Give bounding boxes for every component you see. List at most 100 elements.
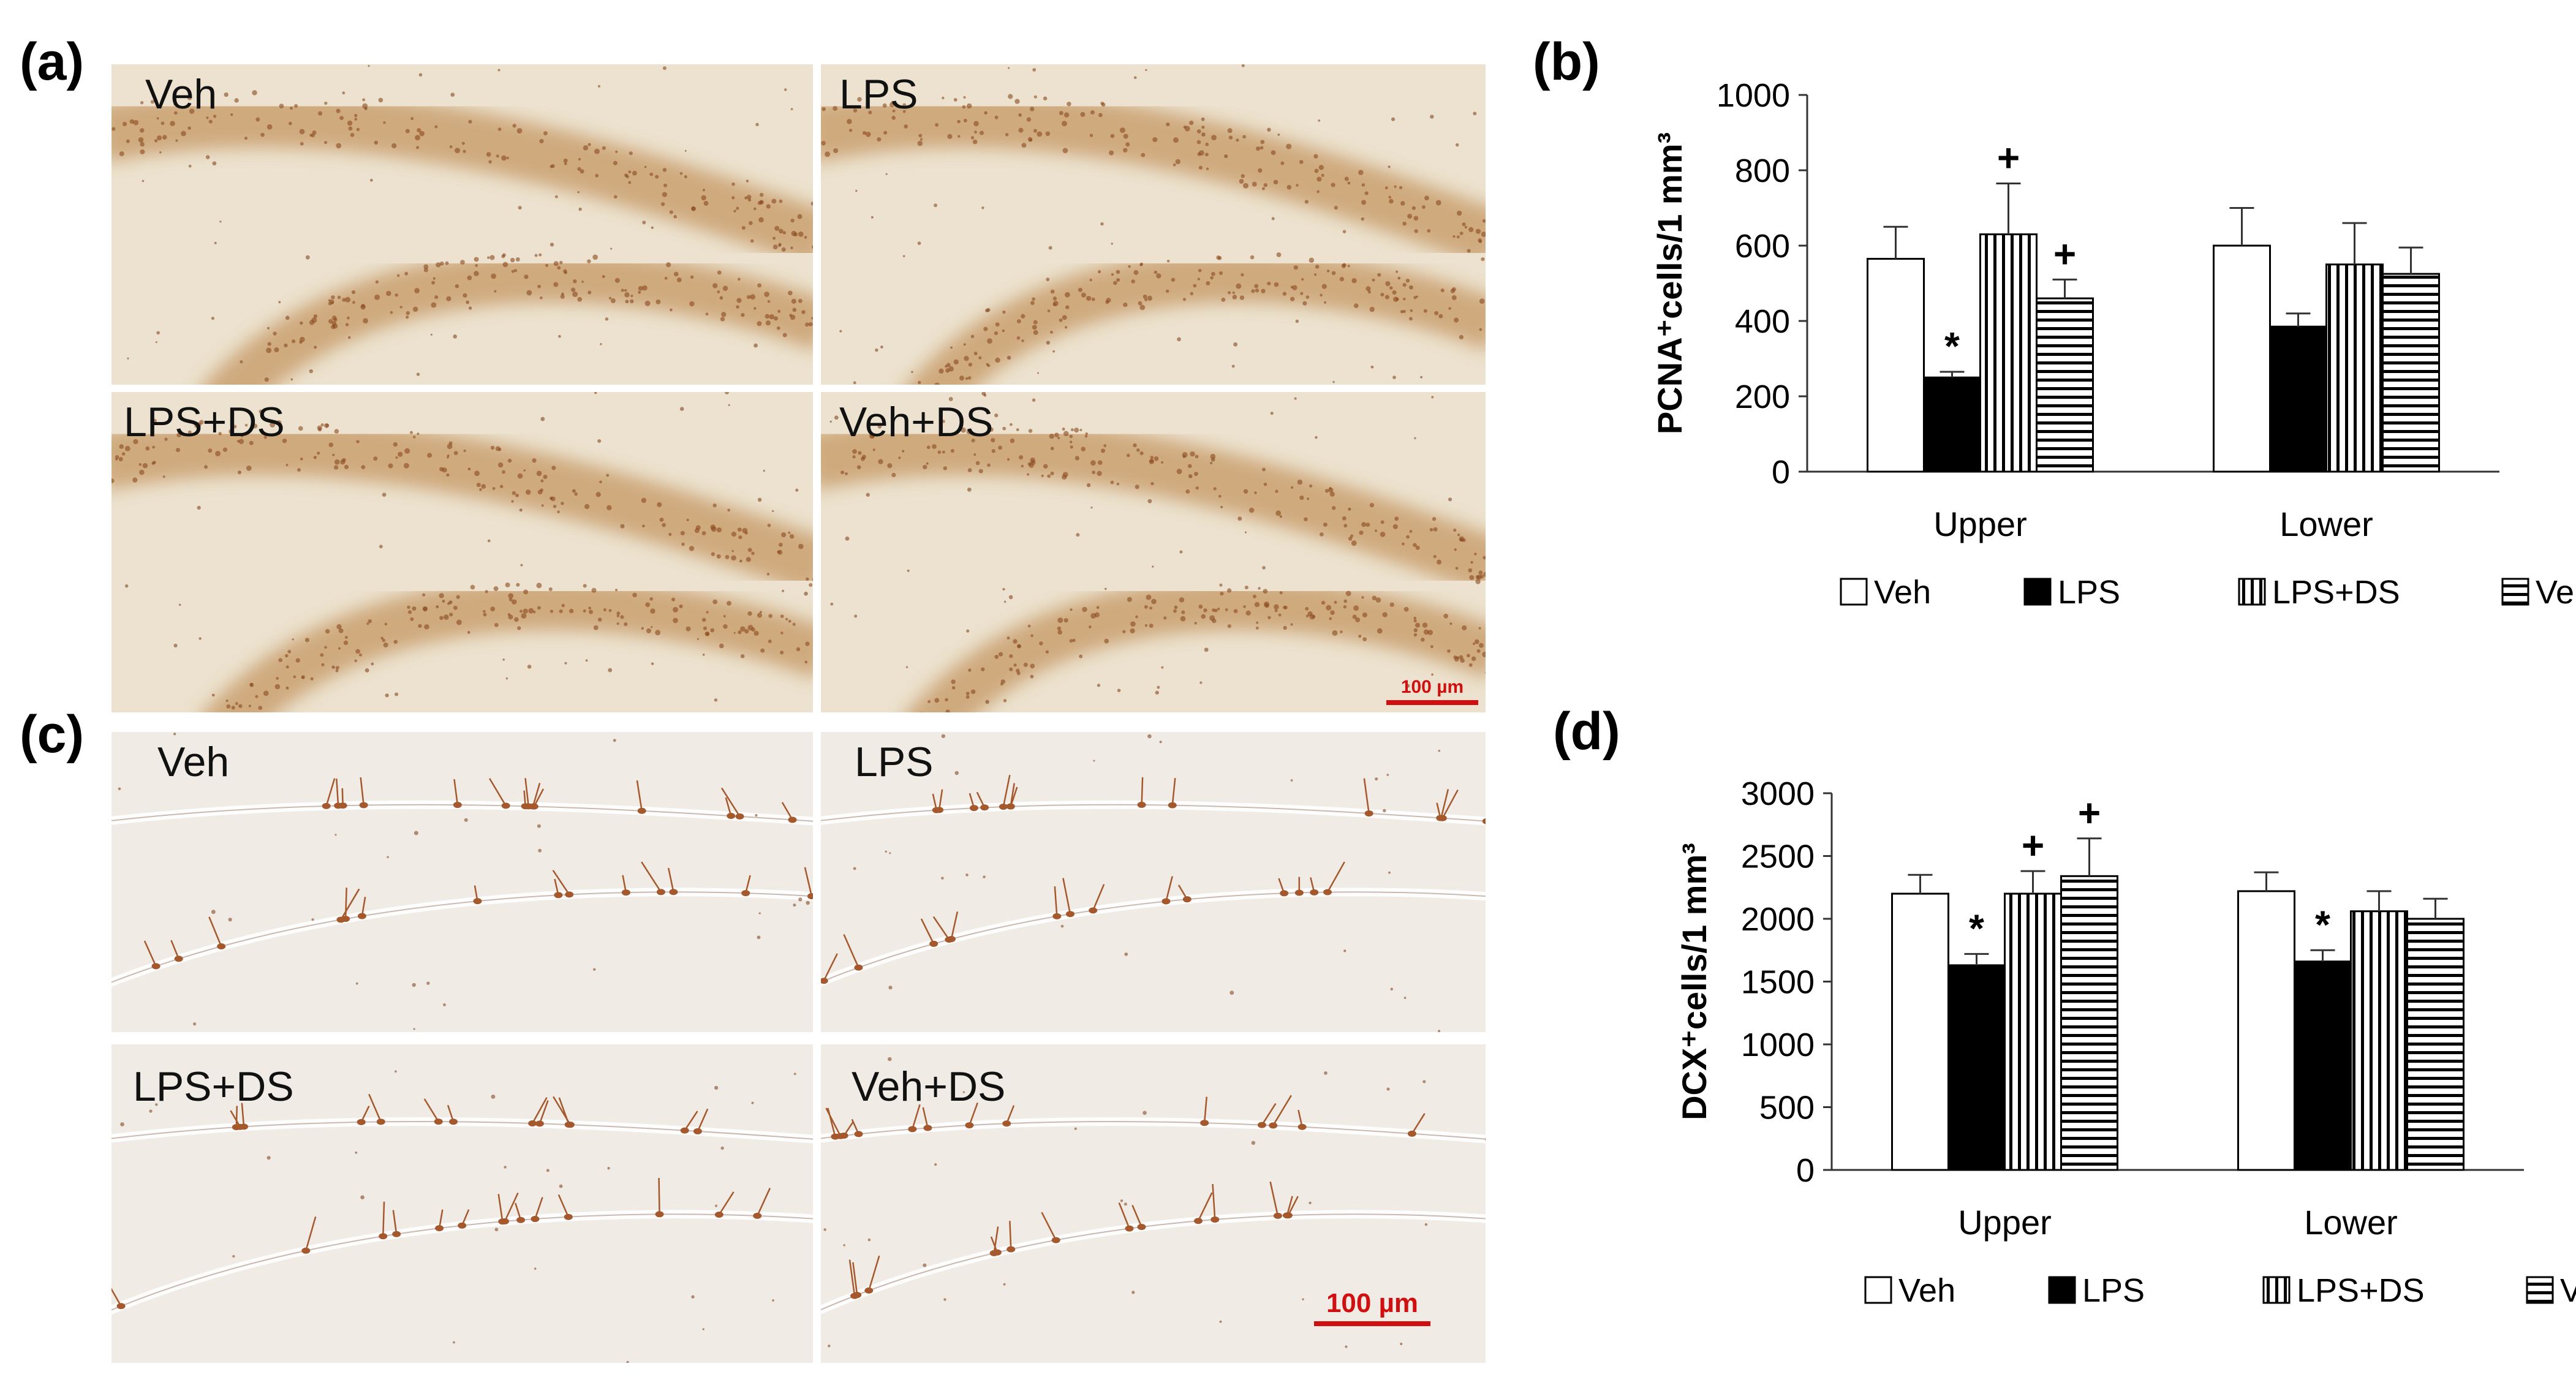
stained-cell — [356, 440, 360, 443]
y-axis-label: DCX⁺cells/1 mm³ — [1675, 843, 1713, 1120]
stained-cell — [1062, 472, 1068, 478]
stained-cell — [132, 477, 138, 483]
stained-cell — [1345, 590, 1351, 597]
stained-cell — [1063, 618, 1068, 623]
background-speck — [1152, 565, 1154, 568]
cell-process — [360, 777, 364, 805]
legend-swatch — [1864, 1276, 1892, 1304]
stained-cell — [361, 465, 366, 470]
stained-cell — [1063, 112, 1070, 118]
stained-cell — [994, 654, 999, 659]
stained-cell — [508, 598, 513, 602]
stained-cell — [768, 614, 772, 618]
stained-cell — [395, 293, 398, 297]
stained-cell — [545, 263, 549, 267]
stained-cell — [1152, 137, 1158, 143]
stained-cell — [858, 451, 862, 455]
stained-cell — [1267, 281, 1271, 286]
stained-cell — [1198, 165, 1203, 170]
stained-cell — [1380, 532, 1386, 537]
background-speck — [829, 420, 832, 423]
stained-cell — [1291, 486, 1294, 489]
background-speck — [197, 505, 201, 510]
cell-process — [636, 780, 643, 811]
bar — [2325, 263, 2384, 473]
stained-cell — [917, 140, 923, 146]
stained-cell — [1203, 608, 1207, 613]
stained-cell — [1481, 232, 1486, 237]
stained-cell — [1411, 206, 1416, 210]
stained-cell — [440, 261, 444, 266]
tissue-image — [111, 64, 813, 385]
background-speck — [1111, 243, 1113, 245]
stained-cell — [583, 584, 587, 588]
stained-cell — [1166, 259, 1170, 263]
stained-cell — [489, 255, 495, 260]
stained-cell — [1309, 484, 1313, 488]
stained-cell — [1316, 176, 1322, 182]
stained-cell — [1471, 656, 1476, 662]
stained-cell — [1150, 456, 1154, 459]
stained-cell — [449, 613, 453, 617]
stained-cell — [1402, 282, 1407, 287]
background-speck — [395, 692, 399, 696]
stained-cell — [966, 429, 972, 435]
stained-cell — [405, 129, 410, 134]
cell-process — [1310, 877, 1315, 893]
cell-process — [950, 911, 959, 940]
stained-cell — [1254, 491, 1257, 494]
background-speck — [519, 508, 523, 512]
stained-cell — [410, 431, 414, 434]
stained-cell — [628, 181, 632, 184]
background-speck — [585, 659, 588, 662]
stained-cell — [515, 257, 520, 262]
stained-cell — [124, 445, 130, 451]
stained-cell — [395, 456, 398, 459]
cell-process — [868, 1255, 880, 1291]
stained-cell — [540, 479, 544, 483]
stained-cell — [967, 468, 972, 473]
background-speck — [1224, 154, 1228, 159]
background-speck — [923, 1263, 927, 1267]
stained-cell — [624, 289, 627, 292]
stained-cell — [731, 196, 735, 200]
stained-cell — [750, 294, 756, 300]
stained-cell — [173, 111, 178, 115]
stained-cell — [497, 462, 504, 468]
stained-cell — [491, 273, 497, 279]
stained-cell — [506, 156, 509, 160]
background-speck — [845, 536, 850, 541]
bar — [2382, 273, 2440, 473]
stained-cell — [278, 658, 283, 662]
background-speck — [413, 1028, 415, 1030]
stained-cell — [1375, 597, 1381, 603]
stained-cell — [342, 458, 346, 462]
stained-cell — [1005, 133, 1009, 137]
background-speck — [642, 221, 646, 225]
stained-cell — [1081, 292, 1086, 298]
stained-cell — [1057, 617, 1063, 624]
stained-cell — [790, 246, 793, 250]
stained-cell — [1409, 530, 1413, 533]
stained-cell — [1402, 542, 1405, 546]
stained-cell — [1451, 287, 1456, 292]
stained-cell — [455, 148, 461, 154]
stained-cell — [222, 447, 228, 452]
stained-cell — [383, 121, 386, 124]
stained-cell — [666, 262, 671, 268]
stained-cell — [324, 646, 327, 649]
background-speck — [1302, 1298, 1304, 1301]
stained-cell — [398, 451, 403, 457]
cell-process — [1092, 884, 1105, 911]
stained-cell — [1250, 255, 1255, 260]
stained-cell — [1166, 289, 1169, 293]
stained-cell — [287, 649, 292, 654]
stained-cell — [671, 597, 676, 602]
stained-cell — [1429, 527, 1433, 532]
cell-process — [932, 916, 950, 940]
background-speck — [1318, 119, 1321, 122]
cell-process — [781, 802, 793, 821]
stained-cell — [1385, 281, 1391, 287]
stained-cell — [393, 442, 398, 447]
background-speck — [467, 467, 471, 471]
